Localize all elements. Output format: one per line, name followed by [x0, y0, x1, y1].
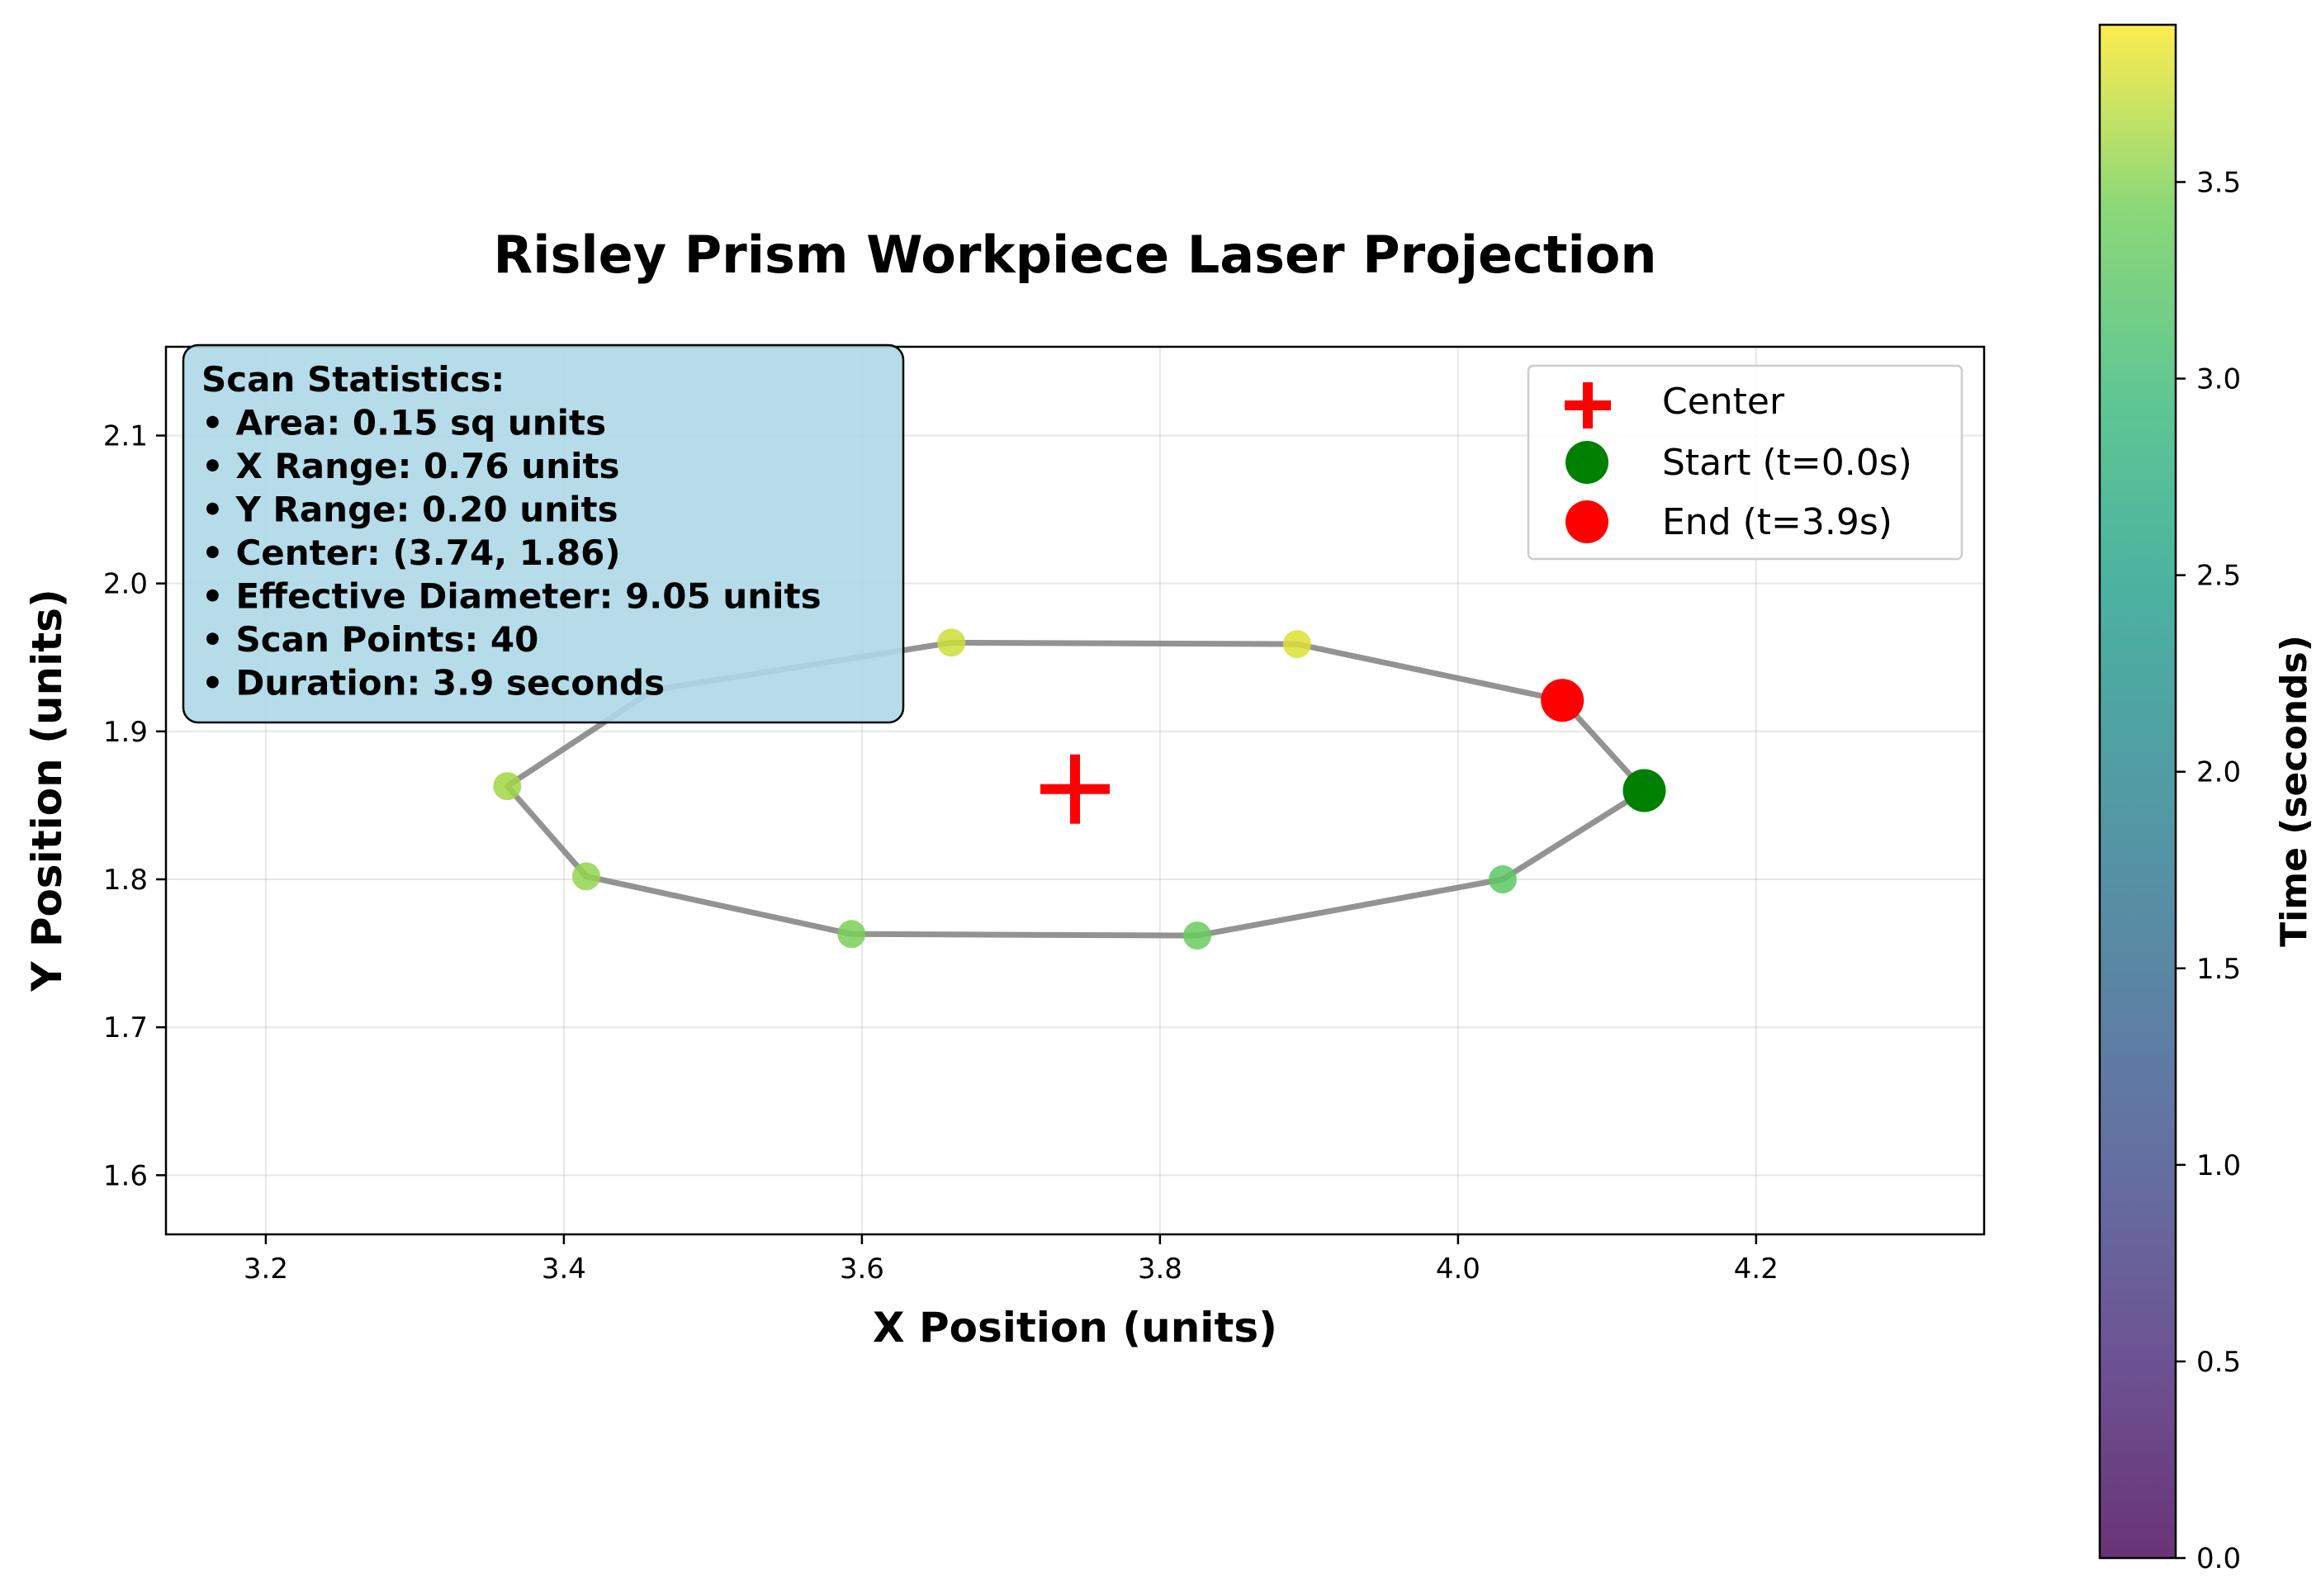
x-tick-label: 3.8 — [1138, 1253, 1182, 1286]
stats-line: • Y Range: 0.20 units — [201, 490, 618, 530]
y-axis-label: Y Position (units) — [23, 589, 71, 992]
x-tick-label: 3.4 — [542, 1253, 586, 1286]
stats-line: • Scan Points: 40 — [201, 619, 538, 660]
center-marker-horizontal — [1040, 784, 1110, 794]
y-axis-ticks: 1.6 1.7 1.8 1.9 2.0 2.1 — [103, 420, 166, 1192]
start-point-marker — [1622, 769, 1666, 812]
colorbar: 0.0 0.5 1.0 1.5 2.0 2.5 3.0 3.5 Time (seconds) — [2098, 23, 2315, 1575]
colorbar-tick-label: 3.5 — [2196, 166, 2241, 199]
stats-line: • Area: 0.15 sq units — [201, 403, 606, 443]
scan-point — [493, 772, 522, 801]
colorbar-tick-label: 1.5 — [2196, 953, 2241, 986]
colorbar-tick-label: 0.5 — [2196, 1346, 2241, 1379]
colorbar-tick-label: 3.0 — [2196, 363, 2241, 396]
y-tick-label: 1.7 — [103, 1011, 148, 1044]
colorbar-label: Time (seconds) — [2273, 635, 2315, 947]
legend-center-marker — [1565, 382, 1611, 429]
y-tick-label: 1.9 — [103, 716, 148, 749]
stats-line: Scan Statistics: — [201, 359, 504, 400]
scan-point — [571, 862, 600, 891]
legend-label-center: Center — [1662, 381, 1785, 423]
scan-point — [1282, 630, 1311, 659]
x-tick-label: 3.2 — [244, 1253, 288, 1286]
y-tick-label: 2.0 — [103, 568, 148, 601]
y-tick-label: 1.8 — [103, 864, 148, 897]
legend: Center Start (t=0.0s) End (t=3.9s) — [1527, 364, 1963, 561]
stats-line: • Effective Diameter: 9.05 units — [201, 576, 822, 617]
stats-box-background — [182, 343, 905, 724]
legend-label-end: End (t=3.9s) — [1662, 501, 1892, 543]
plot-frame — [164, 345, 1986, 1236]
colorbar-tick-label: 1.0 — [2196, 1149, 2241, 1182]
legend-start-marker — [1565, 441, 1608, 484]
legend-end-marker — [1565, 500, 1608, 543]
legend-frame — [1527, 364, 1963, 561]
colorbar-ticks: 0.0 0.5 1.0 1.5 2.0 2.5 3.0 3.5 — [2176, 166, 2241, 1575]
scan-point — [837, 920, 866, 949]
x-tick-label: 3.6 — [840, 1253, 884, 1286]
y-tick-label: 1.6 — [103, 1159, 148, 1192]
chart-title: Risley Prism Workpiece Laser Projection — [494, 225, 1657, 285]
stats-line: • Center: (3.74, 1.86) — [201, 533, 621, 573]
stats-box: Scan Statistics:• Area: 0.15 sq units• X… — [182, 343, 905, 724]
x-axis-label: X Position (units) — [873, 1304, 1277, 1352]
colorbar-gradient — [2098, 23, 2177, 1560]
scan-point — [1183, 921, 1212, 950]
plot-area — [493, 628, 1666, 950]
scan-point — [937, 628, 966, 657]
x-axis-ticks: 3.2 3.4 3.6 3.8 4.0 4.2 — [244, 1234, 1779, 1286]
stats-line: • X Range: 0.76 units — [201, 446, 620, 486]
legend-label-start: Start (t=0.0s) — [1662, 442, 1912, 484]
end-point-marker — [1541, 679, 1584, 722]
x-tick-label: 4.0 — [1436, 1253, 1480, 1286]
scan-point — [1489, 865, 1518, 893]
y-tick-label: 2.1 — [103, 420, 148, 453]
stats-line: • Duration: 3.9 seconds — [201, 663, 665, 703]
colorbar-tick-label: 2.5 — [2196, 560, 2241, 593]
colorbar-tick-label: 2.0 — [2196, 756, 2241, 789]
x-tick-label: 4.2 — [1734, 1253, 1779, 1286]
colorbar-tick-label: 0.0 — [2196, 1542, 2241, 1575]
